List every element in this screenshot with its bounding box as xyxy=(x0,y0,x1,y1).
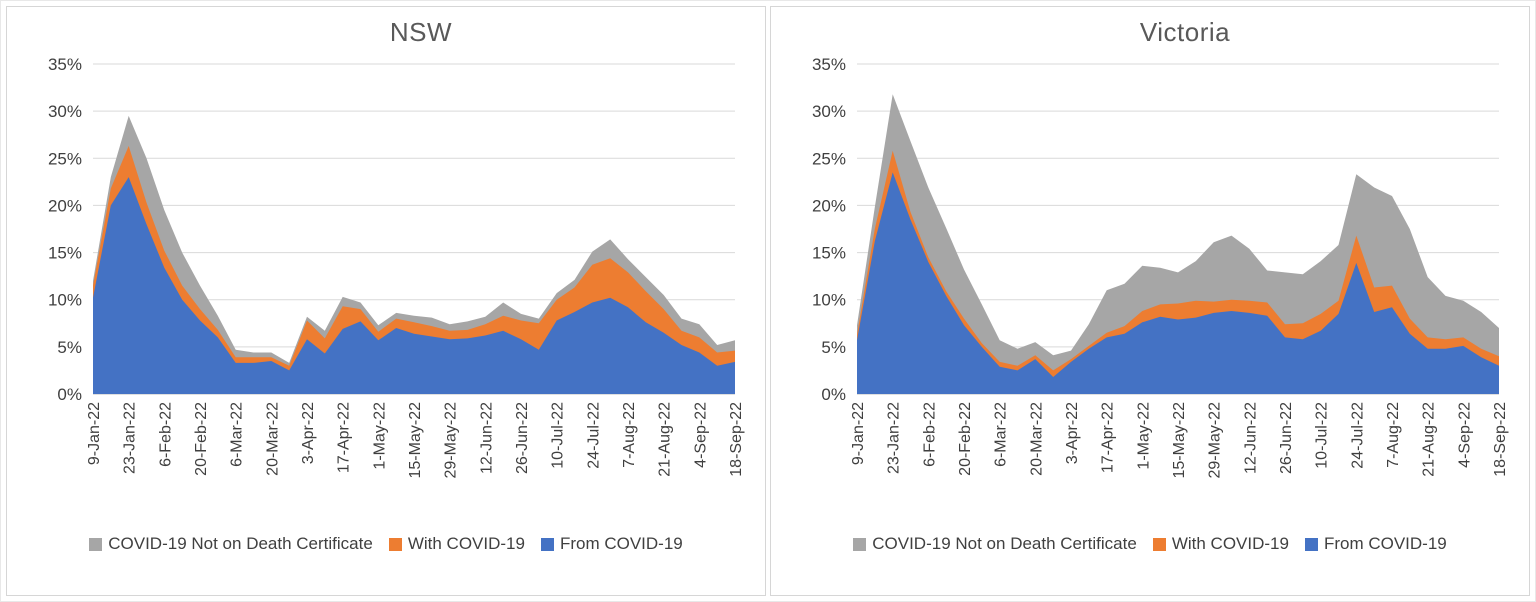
legend-item: COVID-19 Not on Death Certificate xyxy=(853,534,1137,554)
legend-item: With COVID-19 xyxy=(388,534,525,554)
y-axis-tick-label: 10% xyxy=(48,291,82,310)
y-axis-tick-label: 30% xyxy=(812,102,846,121)
x-axis-tick-label: 9-Jan-22 xyxy=(850,402,867,465)
x-axis-tick-label: 29-May-22 xyxy=(1207,402,1224,479)
x-axis-tick-label: 18-Sep-22 xyxy=(728,402,745,477)
legend-label: With COVID-19 xyxy=(407,534,525,553)
y-axis-tick-label: 0% xyxy=(821,385,846,404)
x-axis-tick-label: 7-Aug-22 xyxy=(621,402,638,468)
y-axis-tick-label: 35% xyxy=(812,55,846,74)
x-axis-tick-label: 29-May-22 xyxy=(443,402,460,479)
y-axis-tick-label: 25% xyxy=(812,149,846,168)
legend-nsw: COVID-19 Not on Death Certificate With CO… xyxy=(7,534,765,554)
x-axis-tick-label: 7-Aug-22 xyxy=(1385,402,1402,468)
x-axis-tick-label: 17-Apr-22 xyxy=(1100,402,1117,473)
x-axis-tick-label: 15-May-22 xyxy=(407,402,424,479)
legend-item: With COVID-19 xyxy=(1152,534,1289,554)
x-axis-tick-label: 10-Jul-22 xyxy=(550,402,567,469)
x-axis-tick-label: 20-Mar-22 xyxy=(264,402,281,476)
legend-swatch-icon xyxy=(540,537,554,551)
legend-victoria: COVID-19 Not on Death Certificate With CO… xyxy=(771,534,1529,554)
legend-label: COVID-19 Not on Death Certificate xyxy=(872,534,1137,553)
x-axis-tick-label: 1-May-22 xyxy=(371,402,388,470)
nsw-plot-area: 0% 5% 10% 15% 20% 25% 30% 35% 9-Jan-22 23-Jan-22 6… xyxy=(48,55,745,479)
victoria-plot-area: 0% 5% 10% 15% 20% 25% 30% 35% 9-Jan-22 23-Jan-22 6… xyxy=(812,55,1509,479)
chart-panel-victoria: Victoria 0% 5% 10% 15% 20% 25% 30% 35% 9-Jan-22 2… xyxy=(770,6,1530,596)
y-axis-tick-label: 5% xyxy=(57,338,82,357)
x-axis-tick-label: 6-Feb-22 xyxy=(921,402,938,467)
area-series-from-covid-19 xyxy=(857,172,1499,394)
x-axis-tick-label: 15-May-22 xyxy=(1171,402,1188,479)
legend-label: With COVID-19 xyxy=(1171,534,1289,553)
y-axis-tick-label: 10% xyxy=(812,291,846,310)
x-axis-tick-label: 20-Mar-22 xyxy=(1028,402,1045,476)
x-axis-tick-label: 3-Apr-22 xyxy=(1064,402,1081,464)
x-axis-tick-label: 3-Apr-22 xyxy=(300,402,317,464)
x-axis-tick-label: 12-Jun-22 xyxy=(1242,402,1259,474)
y-axis-tick-label: 25% xyxy=(48,149,82,168)
x-axis-tick-label: 6-Feb-22 xyxy=(157,402,174,467)
legend-item: From COVID-19 xyxy=(540,534,683,554)
x-axis-tick-label: 24-Jul-22 xyxy=(1349,402,1366,469)
chart-panel-nsw: NSW 0% 5% 10% 15% 20% 25% 30% 35% 9-Jan-22 23-Jan… xyxy=(6,6,766,596)
x-axis-tick-label: 23-Jan-22 xyxy=(886,402,903,474)
x-axis-tick-label: 17-Apr-22 xyxy=(336,402,353,473)
legend-item: COVID-19 Not on Death Certificate xyxy=(89,534,373,554)
x-axis-tick-label: 24-Jul-22 xyxy=(585,402,602,469)
x-axis-tick-label: 6-Mar-22 xyxy=(229,402,246,467)
legend-label: COVID-19 Not on Death Certificate xyxy=(108,534,373,553)
legend-label: From COVID-19 xyxy=(1323,534,1447,553)
y-axis-tick-label: 35% xyxy=(48,55,82,74)
x-axis-tick-label: 20-Feb-22 xyxy=(193,402,210,476)
x-axis-tick-label: 6-Mar-22 xyxy=(993,402,1010,467)
x-axis-tick-label: 4-Sep-22 xyxy=(692,402,709,468)
x-axis-tick-label: 21-Aug-22 xyxy=(657,402,674,477)
chart-title-victoria: Victoria xyxy=(1139,17,1231,47)
legend-swatch-icon xyxy=(853,537,867,551)
legend-label: From COVID-19 xyxy=(559,534,683,553)
y-axis-tick-label: 15% xyxy=(812,244,846,263)
y-axis-tick-label: 15% xyxy=(48,244,82,263)
x-axis-tick-label: 4-Sep-22 xyxy=(1456,402,1473,468)
legend-swatch-icon xyxy=(89,537,103,551)
y-axis-tick-label: 30% xyxy=(48,102,82,121)
legend-item: From COVID-19 xyxy=(1304,534,1447,554)
y-axis-tick-label: 5% xyxy=(821,338,846,357)
y-axis-tick-label: 0% xyxy=(57,385,82,404)
x-axis-tick-label: 26-Jun-22 xyxy=(514,402,531,474)
x-axis-tick-label: 1-May-22 xyxy=(1135,402,1152,470)
x-axis-tick-label: 12-Jun-22 xyxy=(478,402,495,474)
x-axis-tick-label: 23-Jan-22 xyxy=(122,402,139,474)
x-axis-tick-label: 21-Aug-22 xyxy=(1421,402,1438,477)
x-axis-tick-label: 20-Feb-22 xyxy=(957,402,974,476)
legend-swatch-icon xyxy=(1152,537,1166,551)
x-axis-tick-label: 26-Jun-22 xyxy=(1278,402,1295,474)
legend-swatch-icon xyxy=(1304,537,1318,551)
y-axis-tick-label: 20% xyxy=(48,196,82,215)
chart-title-nsw: NSW xyxy=(389,17,453,47)
y-axis-tick-label: 20% xyxy=(812,196,846,215)
area-series-from-covid-19 xyxy=(93,177,735,394)
legend-swatch-icon xyxy=(388,537,402,551)
x-axis-tick-label: 18-Sep-22 xyxy=(1492,402,1509,477)
x-axis-tick-label: 10-Jul-22 xyxy=(1314,402,1331,469)
x-axis-tick-label: 9-Jan-22 xyxy=(86,402,103,465)
